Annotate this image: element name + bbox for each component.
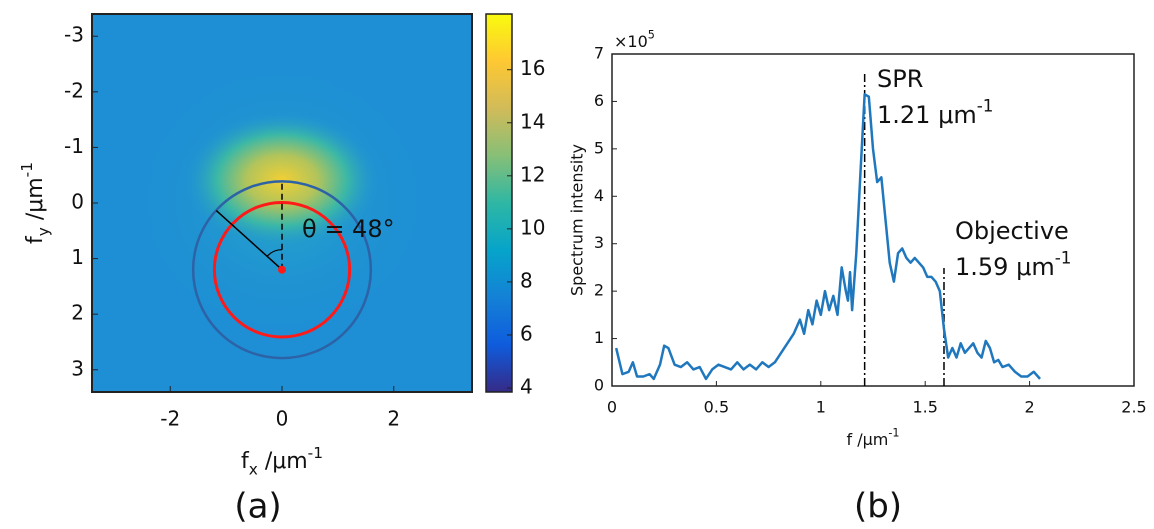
marker-value-sup: -1 bbox=[1055, 247, 1072, 267]
x-tick-label: -2 bbox=[160, 407, 180, 431]
y-tick-label: 7 bbox=[594, 44, 604, 63]
y-tick-label: 1 bbox=[71, 245, 84, 269]
x-tick-label: 1 bbox=[816, 398, 826, 417]
x-tick-label: 0 bbox=[276, 407, 289, 431]
y-multiplier-base: ×10 bbox=[614, 32, 648, 51]
center-dot bbox=[278, 265, 286, 274]
x-axis-label: f /μm-1 bbox=[846, 427, 899, 449]
colorbar-tick-label: 16 bbox=[520, 56, 545, 80]
angle-annotation: θ = 48° bbox=[302, 215, 395, 243]
y-tick-label: 2 bbox=[71, 301, 84, 325]
y-tick-label: 1 bbox=[594, 328, 604, 347]
x-tick-label: 2 bbox=[387, 407, 400, 431]
y-multiplier-sup: 5 bbox=[648, 29, 655, 42]
y-multiplier: ×105 bbox=[614, 29, 655, 51]
marker-name: Objective bbox=[955, 217, 1069, 245]
x-tick-label: 0.5 bbox=[704, 398, 729, 417]
x-tick-label: 2 bbox=[1025, 398, 1035, 417]
y-tick-label: 0 bbox=[594, 376, 604, 395]
y-axis-label-sub: y bbox=[34, 227, 52, 236]
x-tick-label: 1.5 bbox=[912, 398, 937, 417]
y-tick-label: 0 bbox=[71, 190, 84, 214]
marker-value-base: 1.59 μm bbox=[955, 253, 1055, 281]
colorbar bbox=[485, 13, 513, 393]
y-tick-label: 3 bbox=[71, 356, 84, 380]
y-tick-label: -3 bbox=[64, 23, 84, 47]
colorbar-tick-label: 6 bbox=[520, 321, 533, 345]
y-tick-label: 6 bbox=[594, 91, 604, 110]
marker-value: 1.21 μm-1 bbox=[877, 95, 993, 129]
series-line bbox=[614, 93, 1041, 381]
spectrum-image bbox=[92, 14, 472, 392]
y-axis-label: fy /μm-1 bbox=[18, 162, 53, 244]
marker-value: 1.59 μm-1 bbox=[955, 247, 1071, 281]
colorbar-tick-label: 4 bbox=[520, 375, 533, 399]
y-tick-label: 2 bbox=[594, 281, 604, 300]
colorbar-tick-label: 12 bbox=[520, 162, 545, 186]
panel-label: (a) bbox=[234, 487, 281, 527]
y-axis-label-base: f bbox=[23, 235, 48, 244]
y-tick-label: 5 bbox=[594, 138, 604, 157]
y-tick-label: 3 bbox=[594, 233, 604, 252]
x-axis-label-sup: -1 bbox=[888, 427, 899, 440]
panel-label: (b) bbox=[854, 487, 902, 527]
x-tick-label: 0 bbox=[607, 398, 617, 417]
angle-arc bbox=[266, 249, 283, 257]
x-axis-label: fx /μm-1 bbox=[241, 444, 323, 479]
y-tick-label: 4 bbox=[594, 186, 604, 205]
plot-frame bbox=[611, 53, 1135, 387]
circle bbox=[212, 200, 352, 339]
circle bbox=[191, 180, 373, 360]
y-axis-label-unit: /μm bbox=[23, 177, 48, 227]
marker-value-base: 1.21 μm bbox=[877, 101, 977, 129]
x-axis-label-base: f bbox=[241, 449, 250, 474]
colorbar-tick-label: 8 bbox=[520, 268, 533, 292]
y-axis-label-sup: -1 bbox=[18, 162, 36, 177]
x-axis-label-base: f /μm bbox=[846, 430, 888, 449]
marker-name: SPR bbox=[877, 65, 923, 93]
x-tick-label: 2.5 bbox=[1121, 398, 1146, 417]
y-tick-label: -1 bbox=[64, 134, 84, 158]
colorbar-tick-label: 14 bbox=[520, 109, 545, 133]
marker-value-sup: -1 bbox=[977, 95, 994, 115]
x-axis-label-sup: -1 bbox=[308, 444, 323, 462]
x-axis-label-sub: x bbox=[249, 460, 258, 478]
plot-frame bbox=[91, 13, 473, 393]
y-axis-label: Spectrum intensity bbox=[568, 144, 587, 296]
colorbar-tick-label: 10 bbox=[520, 215, 545, 239]
y-tick-label: -2 bbox=[64, 78, 84, 102]
angle-line bbox=[215, 210, 283, 271]
x-axis-label-unit: /μm bbox=[258, 449, 308, 474]
